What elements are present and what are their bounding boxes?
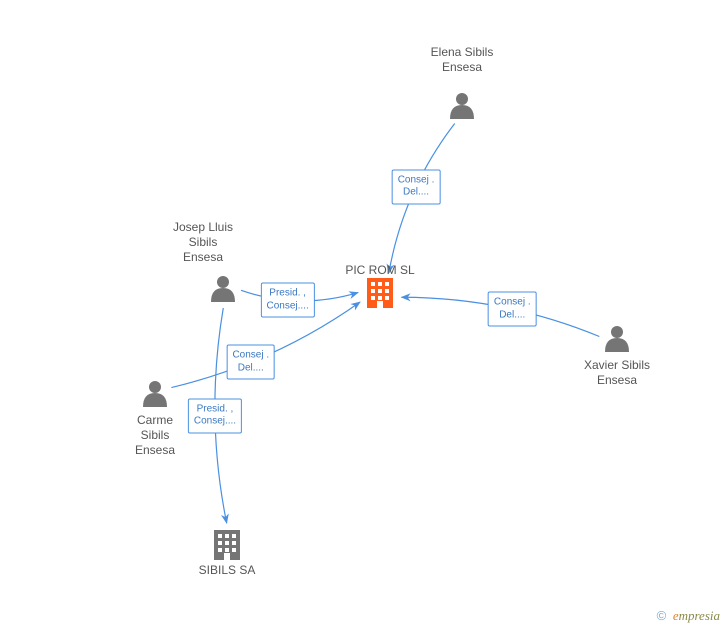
edge-label-josep-center: Presid. , Consej....: [261, 283, 315, 318]
node-label-sibils: SIBILS SA: [199, 563, 256, 578]
person-icon: [211, 276, 235, 302]
brand-name: empresia: [673, 608, 720, 623]
node-label-xavier: Xavier Sibils Ensesa: [584, 358, 650, 388]
node-label-carme: Carme Sibils Ensesa: [135, 413, 175, 458]
node-label-josep: Josep Lluis Sibils Ensesa: [173, 220, 233, 265]
edge-label-elena-center: Consej . Del....: [392, 169, 441, 204]
person-icon: [143, 381, 167, 407]
edge-label-xavier-center: Consej . Del....: [488, 292, 537, 327]
building-icon: [214, 530, 240, 560]
node-label-elena: Elena Sibils Ensesa: [431, 45, 494, 75]
node-label-pic-rom-sl: PIC ROM SL: [345, 263, 414, 278]
watermark: © empresia: [657, 608, 720, 624]
person-icon: [450, 93, 474, 119]
edge-label-josep-sibils: Presid. , Consej....: [188, 398, 242, 433]
edge-label-carme-center: Consej . Del....: [226, 345, 275, 380]
building-icon: [367, 278, 393, 308]
copyright-symbol: ©: [657, 608, 667, 623]
person-icon: [605, 326, 629, 352]
network-canvas: [0, 0, 728, 630]
